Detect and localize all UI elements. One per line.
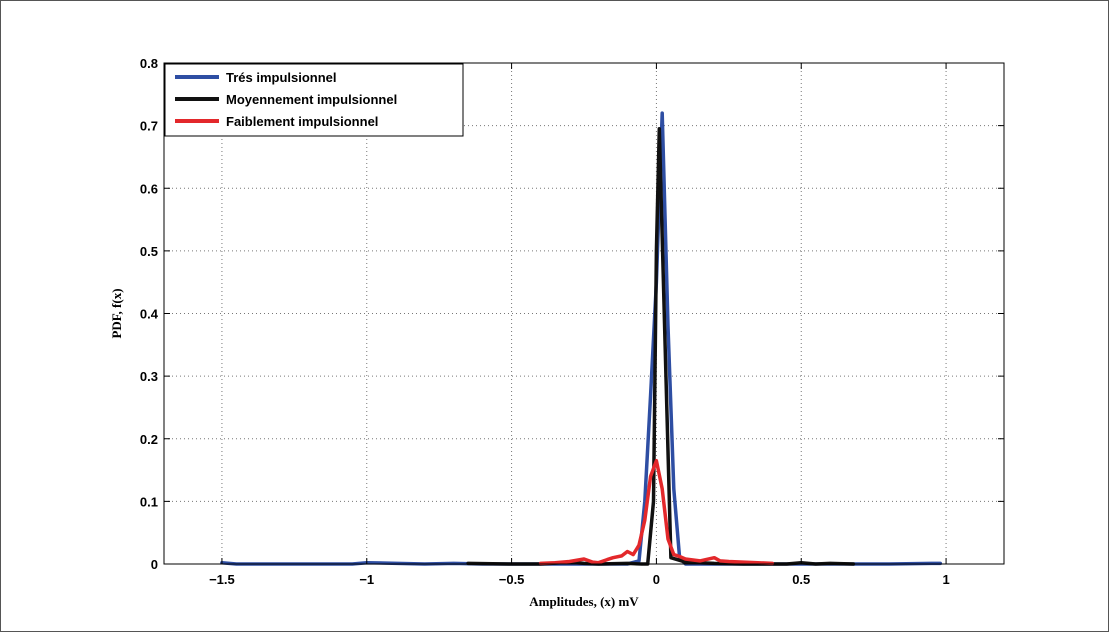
y-tick-label: 0 (151, 557, 158, 572)
series-line-3 (538, 458, 775, 566)
grid-layer (164, 62, 1004, 565)
x-tick-label: −0.5 (499, 572, 525, 587)
tick-layer: −1.5 −1 −0.5 0 0.5 1 0 0.1 0.2 0.3 0.4 0.5 0.6 0.7 0.8 (140, 56, 1004, 587)
y-tick-label: 0.4 (140, 307, 159, 322)
y-tick-label: 0.1 (140, 494, 158, 509)
series-line-1 (220, 111, 943, 566)
x-tick-label: 1 (942, 572, 949, 587)
legend-label: Trés impulsionnel (226, 70, 337, 85)
series-line-2 (466, 127, 856, 566)
legend: Trés impulsionnel Moyennement impulsionne… (164, 63, 464, 137)
series-layer (220, 111, 943, 566)
y-tick-label: 0.8 (140, 56, 158, 71)
y-tick-label: 0.3 (140, 369, 158, 384)
x-axis-title: Amplitudes, (x) mV (529, 594, 639, 609)
x-tick-label: −1.5 (209, 572, 235, 587)
y-axis-title: PDF, f(x) (109, 288, 124, 338)
y-tick-label: 0.5 (140, 244, 158, 259)
x-tick-label: 0 (653, 572, 660, 587)
legend-label: Moyennement impulsionnel (226, 92, 397, 107)
y-tick-label: 0.2 (140, 432, 158, 447)
y-tick-label: 0.7 (140, 119, 158, 134)
legend-label: Faiblement impulsionnel (226, 114, 378, 129)
x-tick-label: −1 (359, 572, 374, 587)
x-tick-label: 0.5 (792, 572, 810, 587)
y-tick-label: 0.6 (140, 181, 158, 196)
